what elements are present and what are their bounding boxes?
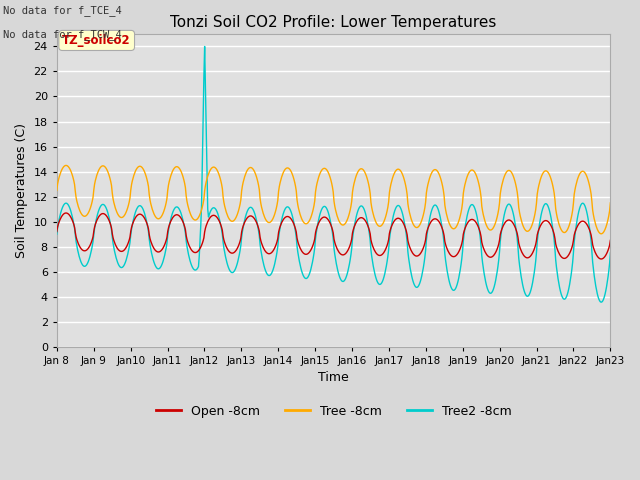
Y-axis label: Soil Temperatures (C): Soil Temperatures (C) xyxy=(15,123,28,258)
Title: Tonzi Soil CO2 Profile: Lower Temperatures: Tonzi Soil CO2 Profile: Lower Temperatur… xyxy=(170,15,497,30)
Text: No data for f_TCE_4: No data for f_TCE_4 xyxy=(3,5,122,16)
X-axis label: Time: Time xyxy=(318,372,349,384)
Legend: Open -8cm, Tree -8cm, Tree2 -8cm: Open -8cm, Tree -8cm, Tree2 -8cm xyxy=(151,400,516,423)
Text: TZ_soilco2: TZ_soilco2 xyxy=(62,34,131,47)
Text: No data for f_TCW_4: No data for f_TCW_4 xyxy=(3,29,122,40)
